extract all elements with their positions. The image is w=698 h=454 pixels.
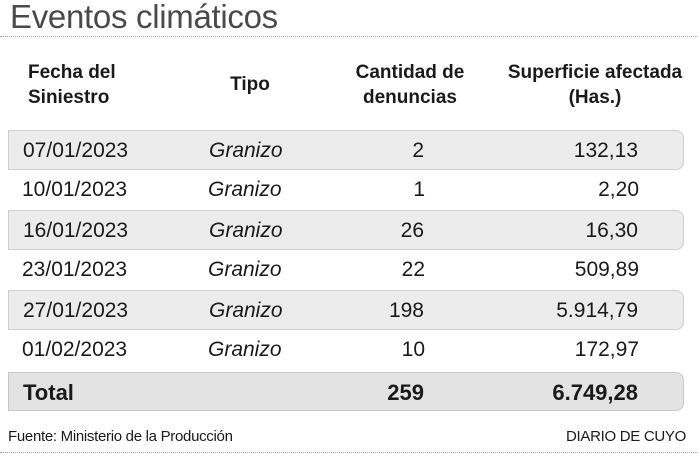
cell-tipo: Granizo xyxy=(209,219,283,242)
cell-cantidad: 10 xyxy=(401,338,425,361)
table-row: 10/01/2023 Granizo 1 2,20 xyxy=(8,170,684,210)
cell-superficie: 132,13 xyxy=(573,139,638,162)
cell-cantidad: 198 xyxy=(388,299,424,322)
bottom-divider xyxy=(0,452,698,453)
cell-superficie: 2,20 xyxy=(598,178,639,201)
cell-tipo: Granizo xyxy=(208,178,282,201)
cell-cantidad: 1 xyxy=(413,178,425,201)
table-row: 27/01/2023 Granizo 198 5.914,79 xyxy=(8,290,684,330)
publisher-name: DIARIO DE CUYO xyxy=(566,428,686,445)
cell-cantidad: 2 xyxy=(412,139,424,162)
table-row: 07/01/2023 Granizo 2 132,13 xyxy=(8,130,684,170)
cell-fecha: 07/01/2023 xyxy=(23,139,129,162)
cell-tipo: Granizo xyxy=(208,258,282,281)
cell-superficie: 509,89 xyxy=(574,258,639,281)
cell-superficie: 172,97 xyxy=(574,338,639,361)
cell-tipo: Granizo xyxy=(208,338,282,361)
header-tipo: Tipo xyxy=(230,74,270,95)
table-row: 16/01/2023 Granizo 26 16,30 xyxy=(8,210,684,250)
table-row: 23/01/2023 Granizo 22 509,89 xyxy=(8,250,684,290)
table-body: 07/01/2023 Granizo 2 132,13 10/01/2023 G… xyxy=(0,130,698,411)
cell-superficie: 16,30 xyxy=(585,219,638,242)
table-row: 01/02/2023 Granizo 10 172,97 xyxy=(8,330,684,370)
cell-fecha: 27/01/2023 xyxy=(23,299,129,322)
header-fecha: Fecha del Siniestro xyxy=(28,62,116,108)
cell-fecha: 23/01/2023 xyxy=(22,258,128,281)
total-cantidad: 259 xyxy=(387,380,424,405)
cell-tipo: Granizo xyxy=(209,139,283,162)
cell-cantidad: 26 xyxy=(400,219,424,242)
cell-fecha: 01/02/2023 xyxy=(22,338,128,361)
total-label: Total xyxy=(23,380,74,405)
source-note: Fuente: Ministerio de la Producción xyxy=(8,428,233,445)
page-title: Eventos climáticos xyxy=(10,0,278,35)
header-superficie: Superficie afectada (Has.) xyxy=(507,62,683,108)
title-divider xyxy=(0,36,698,37)
cell-tipo: Granizo xyxy=(209,299,283,322)
total-row: Total 259 6.749,28 xyxy=(8,372,684,411)
total-superficie: 6.749,28 xyxy=(552,380,638,405)
header-cantidad: Cantidad de denuncias xyxy=(355,62,465,108)
cell-superficie: 5.914,79 xyxy=(556,299,638,322)
cell-fecha: 16/01/2023 xyxy=(23,219,129,242)
cell-cantidad: 22 xyxy=(401,258,425,281)
cell-fecha: 10/01/2023 xyxy=(22,178,128,201)
